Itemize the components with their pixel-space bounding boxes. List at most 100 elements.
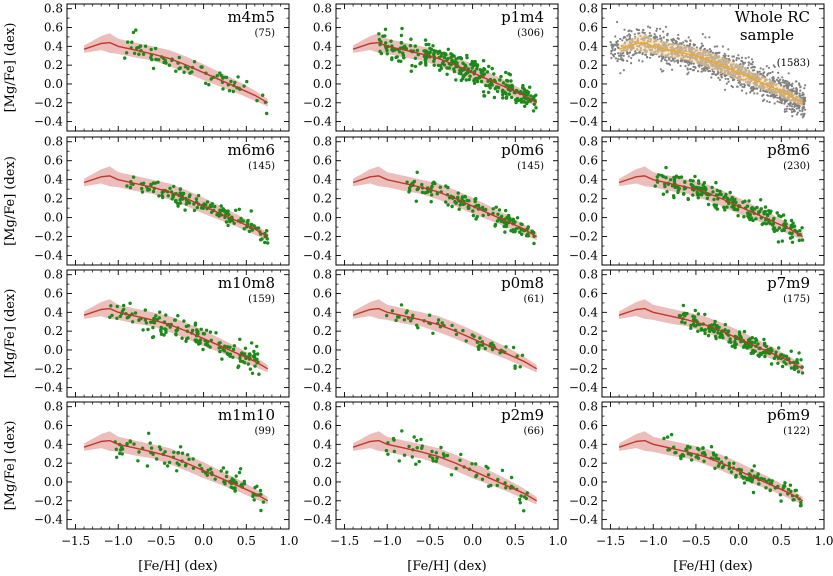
data-point xyxy=(504,70,508,75)
data-point xyxy=(666,448,670,452)
data-point xyxy=(126,40,130,44)
data-point xyxy=(201,331,206,336)
data-point xyxy=(520,222,524,227)
x-tick-label: 0.5 xyxy=(772,534,791,548)
data-point xyxy=(689,67,692,71)
data-point xyxy=(384,41,388,45)
data-point xyxy=(756,92,759,95)
y-tick-label: 0.8 xyxy=(44,268,63,282)
data-point xyxy=(755,87,758,90)
data-point xyxy=(683,180,687,184)
data-point xyxy=(801,94,804,97)
data-point xyxy=(619,52,622,55)
data-point xyxy=(190,70,194,74)
data-point xyxy=(178,187,182,191)
data-point xyxy=(725,82,729,85)
data-point xyxy=(110,313,114,318)
y-tick-label: 0.8 xyxy=(313,400,332,414)
data-point xyxy=(638,51,641,54)
data-point xyxy=(702,459,706,463)
data-point xyxy=(446,47,450,51)
data-point xyxy=(141,328,145,332)
panel-grid: −0.4 −0.2 0.0 0.2 0.4 0.6 0.8 m4m5 (75) −0.4 −0.2 0… xyxy=(34,2,833,548)
scatter-points xyxy=(123,28,269,116)
data-point xyxy=(218,341,222,345)
data-point xyxy=(688,42,692,46)
data-point xyxy=(622,54,625,57)
data-point xyxy=(249,209,253,213)
data-point xyxy=(486,90,491,95)
data-point xyxy=(487,64,491,69)
data-point xyxy=(514,227,518,231)
data-point xyxy=(753,207,757,211)
data-point xyxy=(778,96,781,99)
data-point xyxy=(780,239,784,243)
data-point xyxy=(172,450,176,454)
data-point xyxy=(153,46,158,51)
data-point xyxy=(619,37,622,41)
data-point xyxy=(627,30,630,33)
data-point xyxy=(386,452,390,456)
data-point xyxy=(732,461,736,465)
data-point xyxy=(691,69,695,72)
data-point xyxy=(413,56,418,60)
data-point xyxy=(515,96,520,101)
data-point xyxy=(674,39,677,43)
data-point xyxy=(785,107,788,110)
data-point xyxy=(205,200,210,204)
data-point xyxy=(711,329,716,333)
y-tick-label: 0.6 xyxy=(44,154,63,168)
data-point xyxy=(478,336,482,340)
data-point xyxy=(776,361,780,365)
data-point xyxy=(481,73,485,77)
data-point xyxy=(795,113,799,116)
data-point xyxy=(619,72,622,75)
panel-name: p6m9 xyxy=(767,406,810,424)
data-point xyxy=(134,28,138,32)
y-tick-label: −0.2 xyxy=(569,230,598,244)
data-point xyxy=(774,350,778,354)
data-point xyxy=(201,347,205,352)
y-tick-label: −0.2 xyxy=(34,362,63,376)
x-tick-label: −0.5 xyxy=(681,534,710,548)
data-point xyxy=(402,453,407,457)
data-point xyxy=(775,228,779,232)
data-point xyxy=(513,229,517,234)
data-point xyxy=(769,71,772,75)
y-tick-label: 0.8 xyxy=(44,2,63,16)
data-point xyxy=(167,63,172,67)
data-point xyxy=(173,318,177,322)
data-point xyxy=(199,327,203,331)
data-point xyxy=(209,77,213,81)
trend-line xyxy=(352,307,538,370)
data-point xyxy=(178,66,182,70)
data-point xyxy=(801,91,804,94)
data-point xyxy=(458,203,462,207)
data-point xyxy=(480,477,485,481)
data-point xyxy=(224,75,229,80)
data-point xyxy=(265,237,269,241)
data-point xyxy=(803,87,806,90)
data-point xyxy=(237,470,242,475)
panel-count: (145) xyxy=(248,161,275,172)
data-point xyxy=(777,76,780,79)
y-tick-label: −0.2 xyxy=(303,96,332,110)
data-point xyxy=(266,241,270,245)
data-point xyxy=(614,57,618,60)
data-point xyxy=(427,313,432,317)
data-point xyxy=(434,451,438,455)
data-point xyxy=(419,61,423,65)
data-point xyxy=(756,472,760,476)
data-point xyxy=(482,67,486,71)
data-point xyxy=(131,30,136,35)
data-point xyxy=(762,477,766,481)
data-point xyxy=(693,308,697,313)
data-point xyxy=(518,365,522,369)
data-point xyxy=(504,83,508,87)
data-point xyxy=(800,113,803,116)
data-point xyxy=(686,197,690,201)
data-point xyxy=(655,27,659,30)
data-point xyxy=(708,36,711,39)
data-point xyxy=(782,79,785,82)
data-point xyxy=(132,51,137,55)
